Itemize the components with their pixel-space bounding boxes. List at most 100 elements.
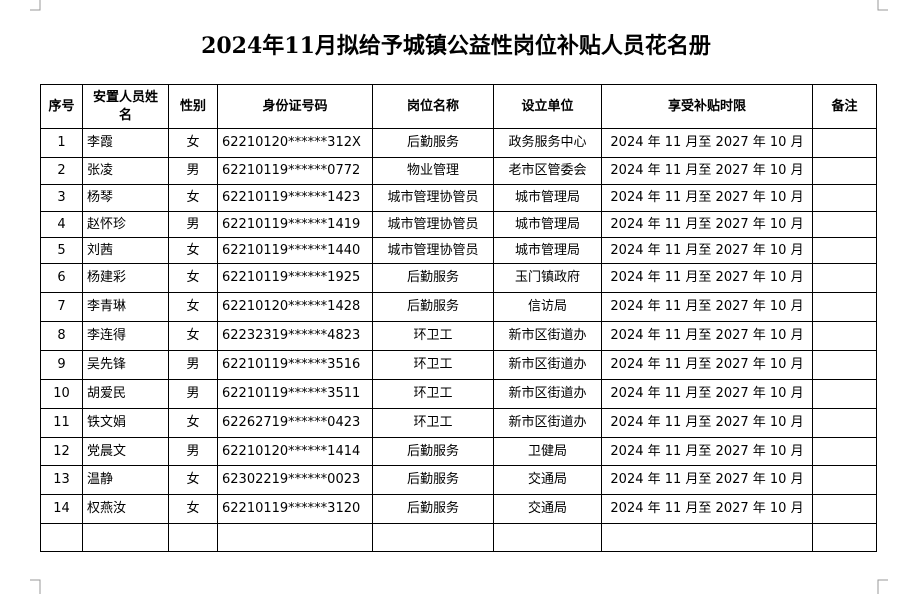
- table-cell: 李青琳: [82, 292, 169, 322]
- table-row: 8 李连得女 62232319******4823 环卫工 新市区街道办 2024 年 1…: [40, 321, 877, 351]
- table-cell: [812, 408, 877, 438]
- table-cell: [812, 494, 877, 524]
- column-header: 岗位名称: [372, 84, 494, 129]
- column-header: 设立单位: [493, 84, 602, 129]
- table-cell: [493, 523, 602, 552]
- table-cell: 2024 年 11 月至 2027 年 10 月: [601, 292, 813, 322]
- table-cell: 吴先锋: [82, 350, 169, 380]
- table-cell: [812, 350, 877, 380]
- table-cell: [217, 523, 373, 552]
- table-row: 3 杨琴女 62210119******1423 城市管理协管员 城市管理局 2024 年…: [40, 184, 877, 212]
- column-header: 备注: [812, 84, 877, 129]
- table-row: 10 胡爱民男 62210119******3511 环卫工 新市区街道办 2024 年 …: [40, 379, 877, 409]
- crop-mark: [30, 0, 888, 594]
- table-cell: 10: [40, 379, 83, 409]
- table-cell: 2024 年 11 月至 2027 年 10 月: [601, 321, 813, 351]
- table-cell: 温静: [82, 465, 169, 495]
- table-cell: 62302219******0023: [217, 465, 373, 495]
- table-cell: 2024 年 11 月至 2027 年 10 月: [601, 350, 813, 380]
- table-cell: 2024 年 11 月至 2027 年 10 月: [601, 437, 813, 466]
- table-cell: 62210119******1419: [217, 211, 373, 238]
- table-cell: 9: [40, 350, 83, 380]
- table-cell: 新市区街道办: [493, 379, 602, 409]
- table-cell: 2024 年 11 月至 2027 年 10 月: [601, 211, 813, 238]
- table-cell: 环卫工: [372, 379, 494, 409]
- table-cell: [812, 292, 877, 322]
- table-cell: 女: [168, 292, 218, 322]
- table-row: 1 李霞女 62210120******312X 后勤服务 政务服务中心 2024 年 1…: [40, 128, 877, 158]
- table-cell: 6: [40, 263, 83, 293]
- column-header: 享受补贴时限: [601, 84, 813, 129]
- table-cell: 城市管理局: [493, 184, 602, 212]
- table-row: 7 李青琳女 62210120******1428 后勤服务 信访局 2024 年 11 …: [40, 292, 877, 322]
- table-row: 13 温静女 62302219******0023 后勤服务 交通局 2024 年 11 …: [40, 465, 877, 495]
- table-cell: 62210120******1428: [217, 292, 373, 322]
- table-cell: 2024 年 11 月至 2027 年 10 月: [601, 465, 813, 495]
- table-cell: 物业管理: [372, 157, 494, 185]
- table-cell: 2024 年 11 月至 2027 年 10 月: [601, 408, 813, 438]
- table-cell: 交通局: [493, 494, 602, 524]
- table-cell: 新市区街道办: [493, 350, 602, 380]
- table-cell: [168, 523, 218, 552]
- table-cell: 城市管理局: [493, 211, 602, 238]
- table-row: 14 权燕汝女 62210119******3120 后勤服务 交通局 2024 年 11…: [40, 494, 877, 524]
- table-cell: 62210119******3120: [217, 494, 373, 524]
- table-cell: 男: [168, 437, 218, 466]
- table-cell: 2024 年 11 月至 2027 年 10 月: [601, 494, 813, 524]
- table-cell: 62210119******0772: [217, 157, 373, 185]
- table-cell: 8: [40, 321, 83, 351]
- table-cell: 后勤服务: [372, 292, 494, 322]
- table-cell: [812, 184, 877, 212]
- table-cell: 女: [168, 263, 218, 293]
- table-cell: 62210120******1414: [217, 437, 373, 466]
- table-cell: 女: [168, 321, 218, 351]
- table-cell: 62210119******3511: [217, 379, 373, 409]
- table-cell: 12: [40, 437, 83, 466]
- table-row: 2 张凌男 62210119******0772 物业管理 老市区管委会 2024 年 1…: [40, 157, 877, 185]
- table-cell: [812, 237, 877, 264]
- table-cell: 后勤服务: [372, 494, 494, 524]
- table-cell: 杨琴: [82, 184, 169, 212]
- table-cell: [812, 465, 877, 495]
- table-cell: [601, 523, 813, 552]
- table-cell: 62210119******3516: [217, 350, 373, 380]
- table-cell: 62210119******1925: [217, 263, 373, 293]
- column-header: 身份证号码: [217, 84, 373, 129]
- table-cell: 11: [40, 408, 83, 438]
- table-cell: 2024 年 11 月至 2027 年 10 月: [601, 263, 813, 293]
- table-cell: 后勤服务: [372, 128, 494, 158]
- table-cell: [812, 523, 877, 552]
- table-cell: [372, 523, 494, 552]
- table-cell: 14: [40, 494, 83, 524]
- table-cell: [812, 437, 877, 466]
- table-cell: 玉门镇政府: [493, 263, 602, 293]
- table-cell: 2: [40, 157, 83, 185]
- table-cell: 政务服务中心: [493, 128, 602, 158]
- column-header: 性别: [168, 84, 218, 129]
- table-cell: 7: [40, 292, 83, 322]
- table-cell: 男: [168, 350, 218, 380]
- table-cell: 张凌: [82, 157, 169, 185]
- table-cell: 62232319******4823: [217, 321, 373, 351]
- table-cell: 后勤服务: [372, 465, 494, 495]
- table-cell: 1: [40, 128, 83, 158]
- table-cell: 4: [40, 211, 83, 238]
- table-cell: 老市区管委会: [493, 157, 602, 185]
- table-cell: 环卫工: [372, 408, 494, 438]
- table-cell: 城市管理局: [493, 237, 602, 264]
- table-cell: [812, 379, 877, 409]
- column-header: 序号: [40, 84, 83, 129]
- title: 2024年11月拟给予城镇公益性岗位补贴人员花名册: [201, 33, 711, 59]
- table-cell: [812, 128, 877, 158]
- table-row: 9 吴先锋男 62210119******3516 环卫工 新市区街道办 2024 年 1…: [40, 350, 877, 380]
- table-cell: [812, 157, 877, 185]
- table-cell: 胡爱民: [82, 379, 169, 409]
- table-cell: 交通局: [493, 465, 602, 495]
- table-cell: 男: [168, 379, 218, 409]
- table-row: 6 杨建彩女 62210119******1925 后勤服务 玉门镇政府 2024 年 1…: [40, 263, 877, 293]
- table-cell: 刘茜: [82, 237, 169, 264]
- table-cell: 2024 年 11 月至 2027 年 10 月: [601, 379, 813, 409]
- table-cell: 铁文娟: [82, 408, 169, 438]
- table-cell: 女: [168, 237, 218, 264]
